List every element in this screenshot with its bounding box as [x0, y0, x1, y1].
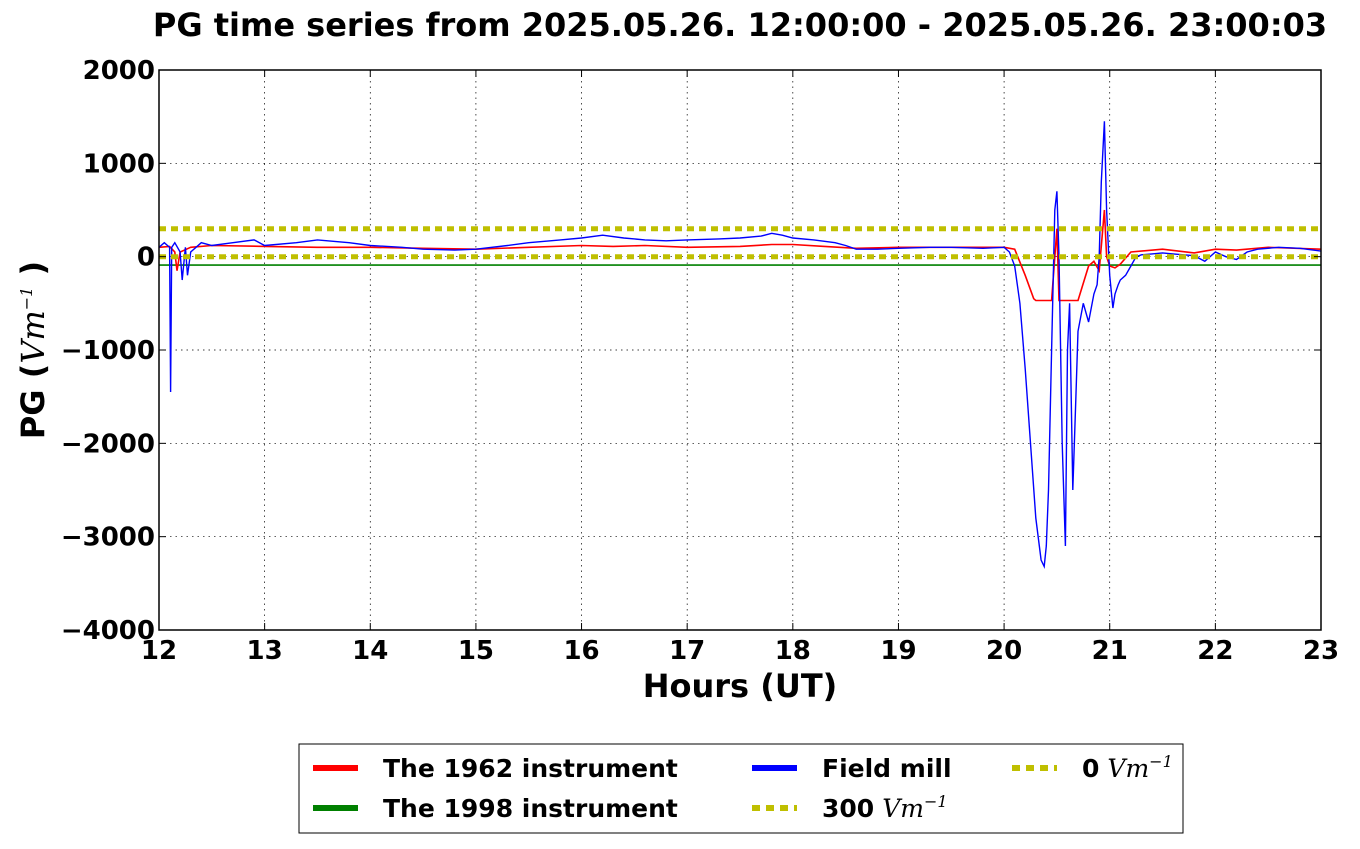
y-tick-label: 1000: [83, 149, 155, 179]
y-tick-label: −2000: [61, 429, 155, 459]
x-tick-label: 14: [352, 636, 388, 666]
legend-label: Field mill: [822, 754, 952, 783]
x-axis-label: Hours (UT): [643, 667, 838, 705]
x-tick-label: 17: [669, 636, 705, 666]
series-layer: [159, 121, 1321, 570]
chart-title: PG time series from 2025.05.26. 12:00:00…: [153, 6, 1327, 44]
x-tick-label: 13: [247, 636, 283, 666]
axis-ticks: 12 13 14 15 16 17 18 19 20 21 22 23 2000 1000 0 −1000 −2…: [61, 56, 1339, 666]
grid-lines: [159, 70, 1321, 630]
x-tick-label: 19: [880, 636, 916, 666]
x-tick-label: 16: [563, 636, 599, 666]
y-tick-label: −1000: [61, 336, 155, 366]
y-axis-label-unit: Vm: [14, 310, 52, 363]
y-axis-label: PG (Vm−1 ): [14, 261, 52, 439]
x-tick-label: 22: [1197, 636, 1233, 666]
y-axis-label-suffix: ): [14, 261, 52, 287]
y-axis-label-prefix: PG (: [14, 364, 52, 439]
x-tick-label: 15: [458, 636, 494, 666]
y-tick-label: −4000: [61, 616, 155, 646]
legend-label: 300 Vm−1: [822, 792, 948, 823]
y-tick-label: −3000: [61, 523, 155, 553]
x-tick-label: 12: [141, 636, 177, 666]
y-tick-label: 2000: [83, 56, 155, 86]
legend-label: The 1962 instrument: [383, 754, 678, 783]
series-line-2: [159, 121, 1321, 570]
x-tick-label: 20: [986, 636, 1022, 666]
legend-frame: [298, 743, 1184, 834]
x-tick-label: 18: [775, 636, 811, 666]
legend-label: The 1998 instrument: [383, 794, 678, 823]
legend: The 1962 instrument The 1998 instrument Fi…: [298, 743, 1184, 834]
legend-label: 0 Vm−1: [1082, 752, 1173, 783]
x-tick-label: 21: [1092, 636, 1128, 666]
y-axis-label-exponent: −1: [17, 287, 36, 311]
series-line-0: [159, 209, 1321, 302]
x-tick-label: 23: [1303, 636, 1339, 666]
plot-frame: [158, 69, 1322, 631]
y-tick-label: 0: [137, 243, 155, 273]
